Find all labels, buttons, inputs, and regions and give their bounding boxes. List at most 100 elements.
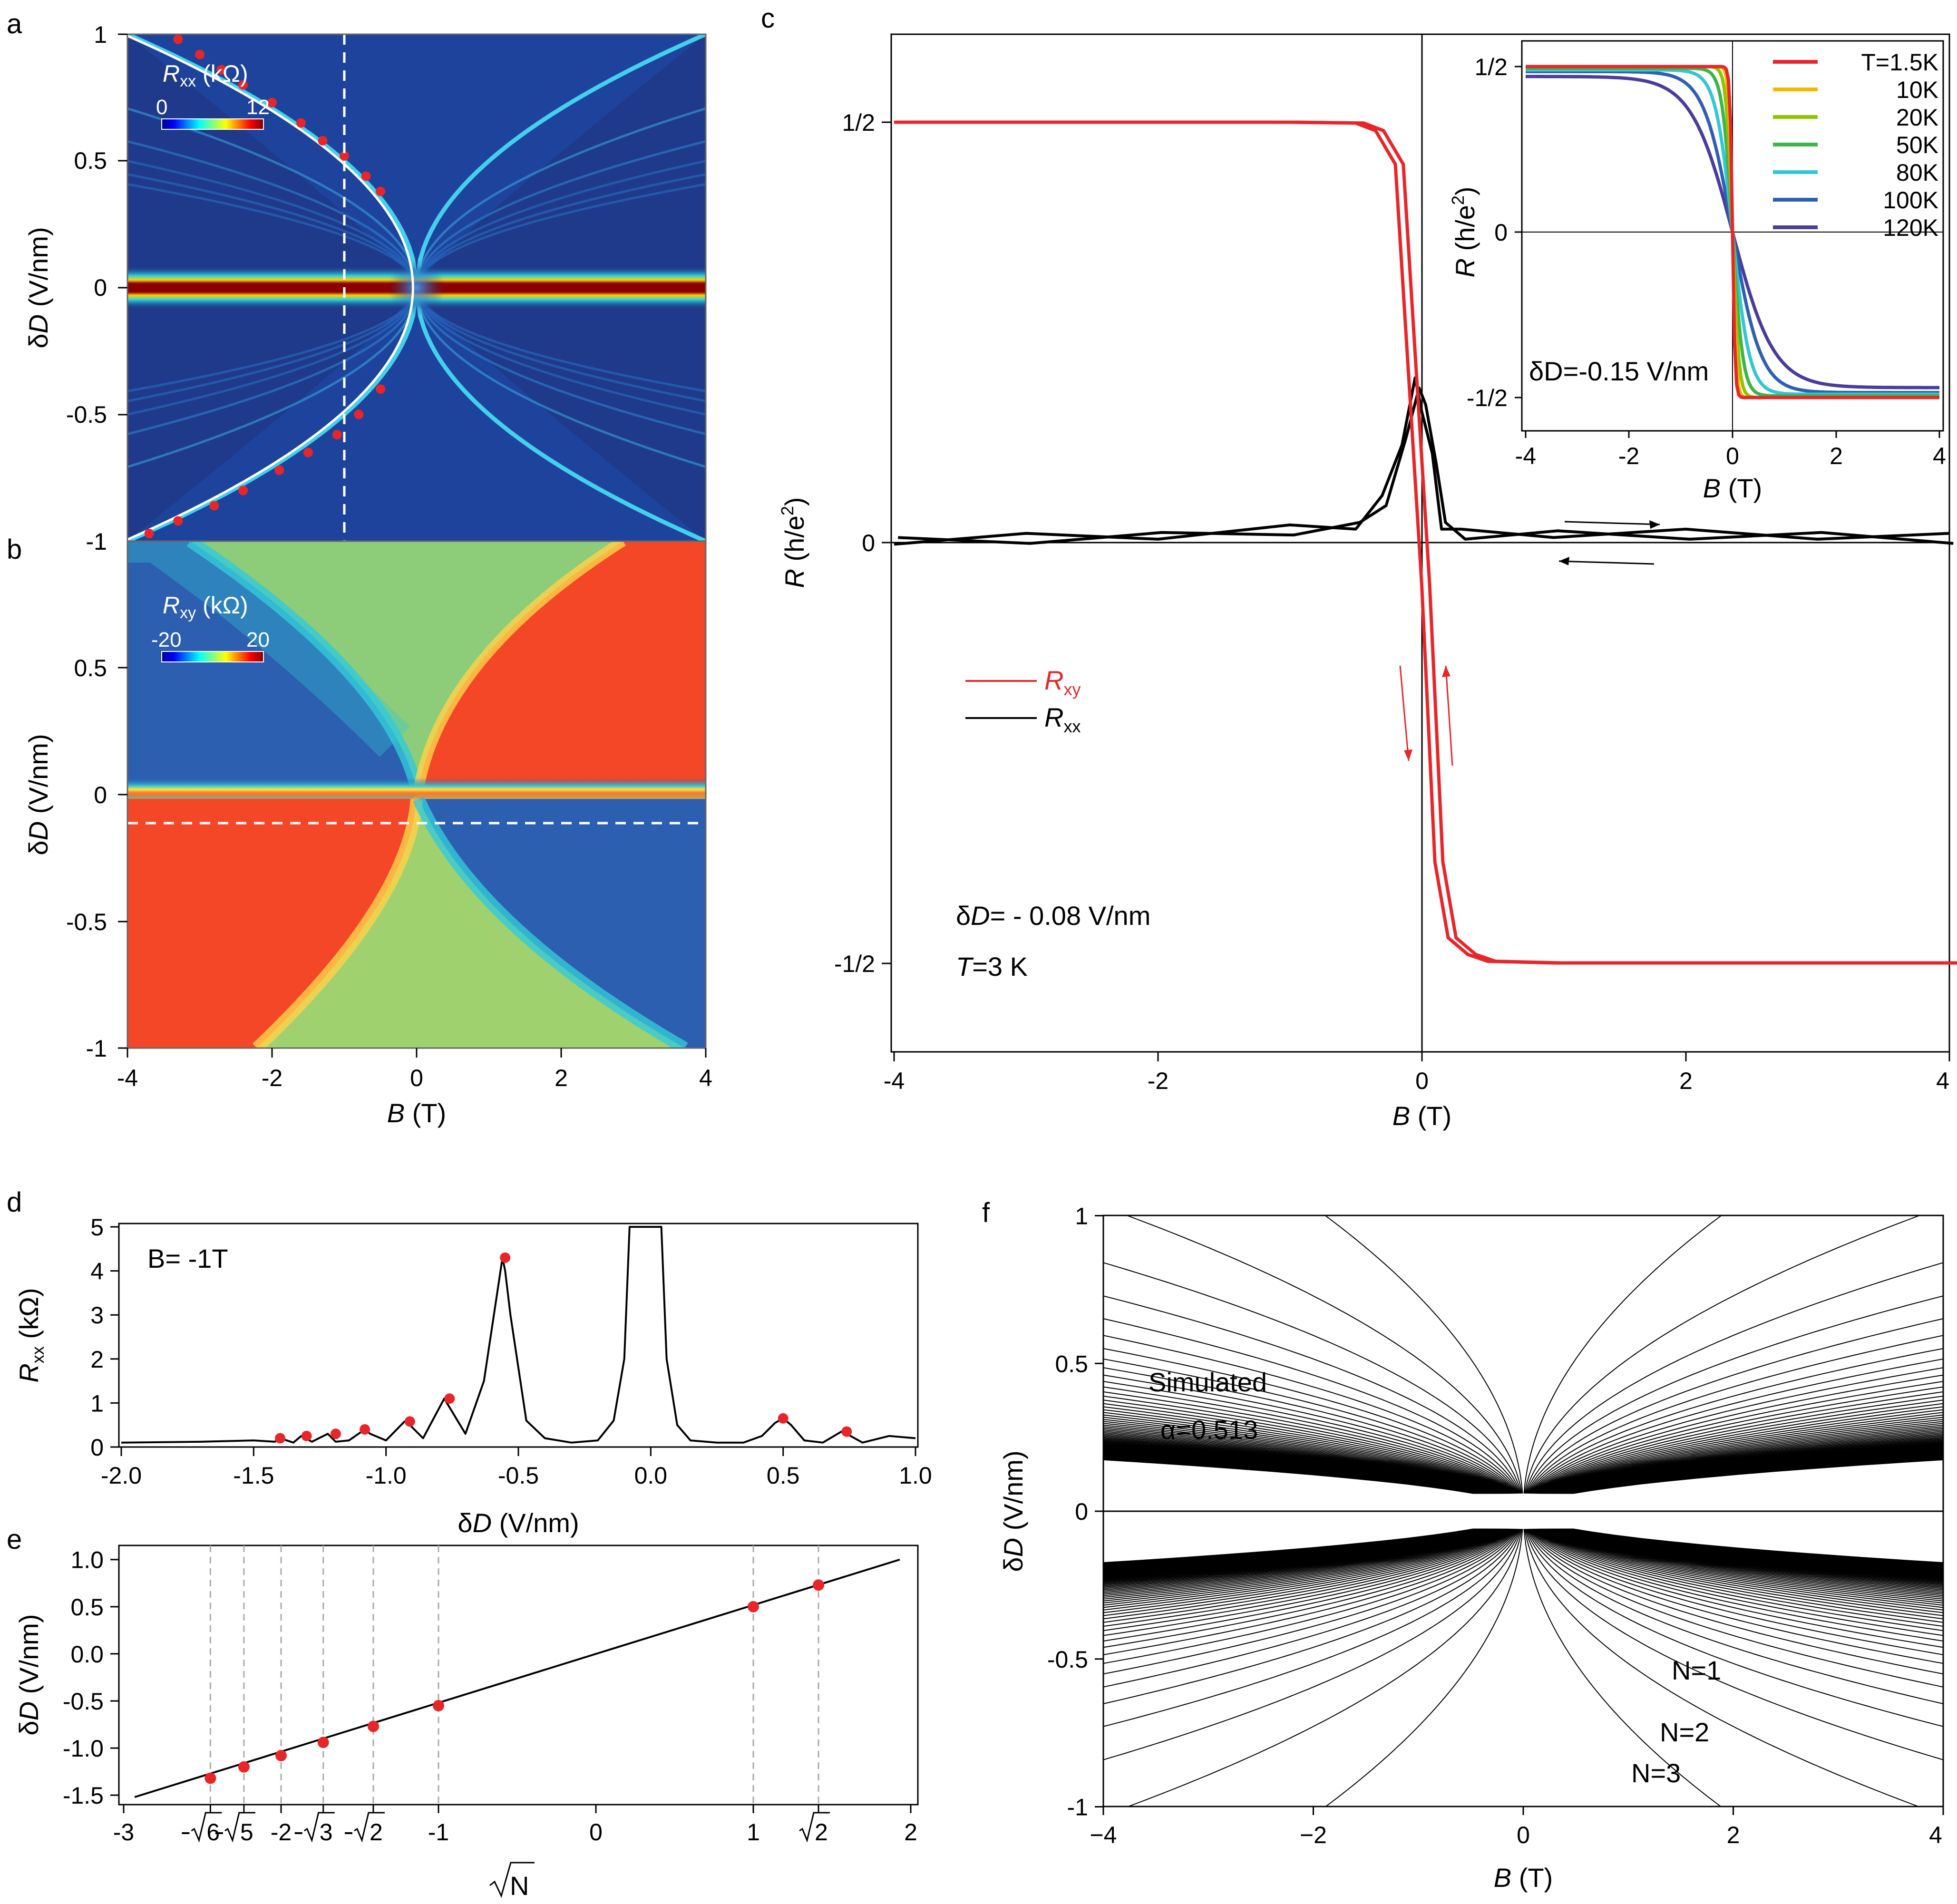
fan-line bbox=[1544, 1528, 1943, 1592]
panel-b-region-tr bbox=[419, 541, 706, 789]
sqrt-tick: 6 bbox=[182, 1805, 222, 1846]
fan-line bbox=[1103, 1528, 1500, 1587]
panel-b-dirac-band bbox=[127, 778, 706, 801]
peak-point bbox=[173, 516, 183, 526]
panel-b-yticks: -1 0.5 0 -0.5 -1 bbox=[66, 528, 127, 1062]
fan-line bbox=[1544, 1432, 1943, 1494]
panel-f-annot1: Simulated bbox=[1149, 1367, 1267, 1397]
panel-b-colorbar-min: -20 bbox=[151, 628, 182, 651]
fan-line bbox=[1540, 1528, 1943, 1598]
panel-d-ylabel: Rxx (kΩ) bbox=[14, 1288, 48, 1382]
inset-curve bbox=[1526, 65, 1939, 399]
panel-e-yticks: 1.0 0.5 0.0 -0.5 -1.0 -1.5 bbox=[63, 1547, 119, 1809]
fan-line bbox=[1103, 1429, 1504, 1494]
fan-line bbox=[1103, 1528, 1516, 1642]
panel-b-region-tl bbox=[127, 541, 417, 789]
panel-b-xtick: -4 bbox=[117, 1065, 138, 1091]
fit-line bbox=[134, 1558, 900, 1798]
peak-point bbox=[144, 529, 154, 539]
inset-legend-label: 120K bbox=[1883, 214, 1938, 241]
sqrt-tick-label: 5 bbox=[240, 1819, 253, 1846]
landau-line bbox=[415, 183, 706, 288]
fan-line bbox=[1553, 1528, 1943, 1578]
panel-d: d B= -1T 5 4 3 2 1 0 -2.0 -1.5 -1.0 -0.5 0.0 0.5 1.… bbox=[7, 1187, 932, 1538]
fan-line bbox=[1525, 1262, 1943, 1494]
fan-line bbox=[1103, 1528, 1519, 1675]
rxx-curve bbox=[898, 386, 1954, 545]
xtick-label: 0.0 bbox=[634, 1462, 668, 1489]
peak-point bbox=[340, 151, 349, 161]
sqrt-sign bbox=[191, 1812, 222, 1843]
legend-rxy-label: Rxy bbox=[1044, 665, 1081, 699]
fan-line bbox=[1534, 1403, 1943, 1494]
data-point bbox=[813, 1579, 825, 1591]
fan-line bbox=[1549, 1440, 1943, 1494]
fan-line bbox=[1103, 1367, 1518, 1494]
peak-point bbox=[376, 384, 385, 394]
fan-line bbox=[1103, 1430, 1503, 1494]
fan-line bbox=[1547, 1436, 1943, 1494]
fan-line bbox=[1103, 1440, 1497, 1494]
fan-line bbox=[1533, 1528, 1943, 1627]
fan-line bbox=[1544, 1528, 1943, 1591]
fan-line bbox=[1526, 1318, 1943, 1494]
inset-xtick: -4 bbox=[1515, 443, 1536, 469]
sqrt-tick-label: 2 bbox=[370, 1819, 383, 1846]
fan-line bbox=[1103, 1528, 1510, 1611]
fan-line bbox=[1103, 1433, 1501, 1494]
xtick-label: 1 bbox=[747, 1819, 760, 1846]
fan-line bbox=[1545, 1528, 1943, 1589]
ytick-label: 5 bbox=[90, 1214, 104, 1241]
landau-line bbox=[415, 287, 706, 393]
landau-line bbox=[127, 287, 418, 436]
fan-line bbox=[1537, 1528, 1943, 1608]
fan-line bbox=[1324, 1215, 1523, 1494]
panel-b-colorbar-max: 20 bbox=[246, 628, 270, 651]
fan-line bbox=[1103, 1528, 1499, 1586]
landau-line bbox=[127, 287, 418, 468]
fan-line bbox=[1540, 1528, 1943, 1600]
panel-a-yticks: 1 0.5 0 -0.5 -1 bbox=[66, 21, 127, 555]
panel-f-xlabel: B (T) bbox=[1494, 1863, 1553, 1893]
fan-line bbox=[1548, 1528, 1943, 1585]
fan-line bbox=[1531, 1386, 1943, 1494]
landau-line bbox=[415, 140, 706, 288]
landau-line bbox=[127, 173, 418, 288]
fan-line bbox=[1103, 1528, 1517, 1648]
inset-xtick: 0 bbox=[1726, 443, 1739, 469]
fan-line bbox=[1103, 1528, 1504, 1593]
panel-e-xlabel: N bbox=[489, 1862, 535, 1901]
inset-ytick: -1/2 bbox=[1467, 385, 1508, 411]
fan-line bbox=[1527, 1335, 1943, 1494]
fan-line bbox=[1538, 1418, 1943, 1494]
panel-a-ylabel: δD (V/nm) bbox=[23, 227, 53, 348]
sqrt-sign bbox=[303, 1812, 335, 1843]
fan-line bbox=[1103, 1528, 1502, 1591]
peak-point bbox=[173, 34, 183, 44]
fan-line bbox=[1549, 1528, 1943, 1583]
panel-b-letter: b bbox=[7, 534, 22, 565]
peak-point bbox=[274, 465, 284, 475]
panel-b-colorbar-unit: (kΩ) bbox=[196, 592, 248, 619]
fan-line bbox=[1103, 1386, 1515, 1494]
panel-b-ytick: 0 bbox=[94, 782, 107, 808]
xtick-label: -2 bbox=[271, 1819, 292, 1846]
fan-line bbox=[1532, 1391, 1943, 1494]
fan-line bbox=[1103, 1335, 1519, 1494]
panel-c-legend: Rxy Rxx bbox=[965, 665, 1081, 736]
inset-annot: δD=-0.15 V/nm bbox=[1529, 356, 1709, 386]
peak-point bbox=[361, 171, 371, 181]
fan-line bbox=[1103, 1528, 1498, 1583]
ytick-label: -0.5 bbox=[63, 1688, 104, 1715]
inset-ytick: 1/2 bbox=[1474, 54, 1508, 80]
data-point bbox=[317, 1737, 329, 1749]
peak-point bbox=[354, 409, 364, 419]
landau-line bbox=[415, 173, 706, 288]
fan-line bbox=[1551, 1442, 1943, 1494]
inset-yticks: 1/2 0 -1/2 bbox=[1467, 54, 1522, 411]
fan-line bbox=[1524, 1215, 1921, 1494]
panel-f-annot2: α=0.513 bbox=[1160, 1415, 1258, 1445]
fan-line bbox=[1543, 1429, 1943, 1494]
panel-f: f Simulated α=0.513 N=1 N=2 N=3 1 0.5 0 -0.… bbox=[982, 1197, 1944, 1893]
